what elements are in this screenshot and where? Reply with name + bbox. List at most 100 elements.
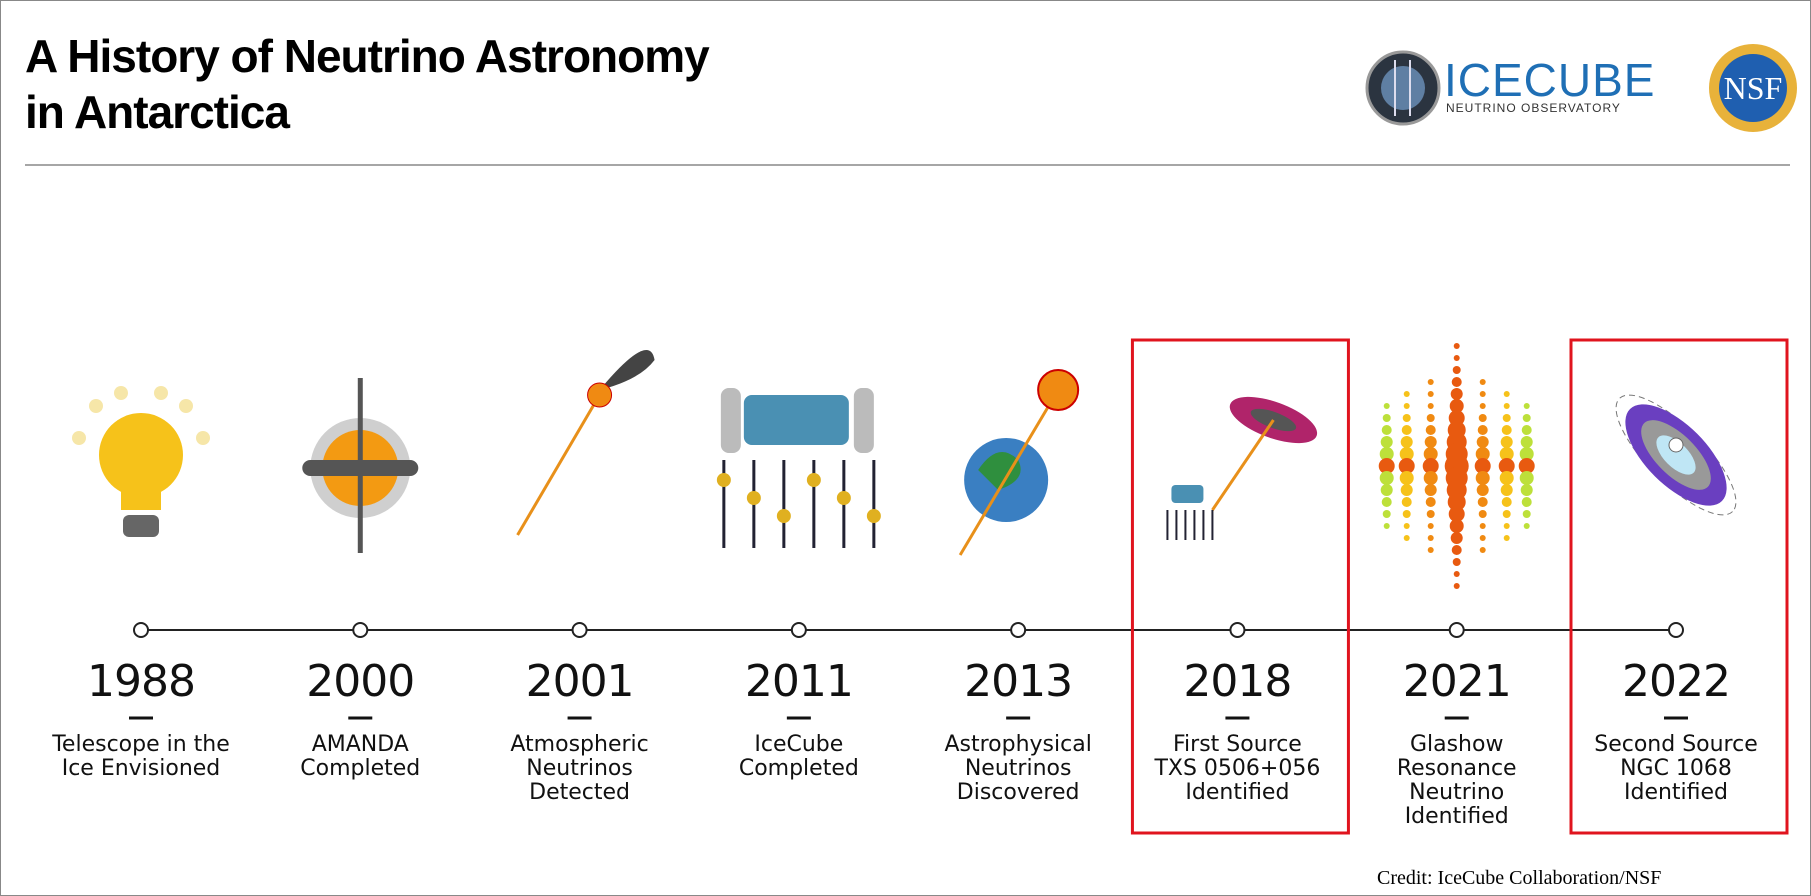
dom [746,491,761,505]
dot [1523,403,1530,409]
dot [1499,471,1514,485]
dot [1427,523,1434,529]
dot [1453,343,1460,349]
dot [1449,399,1464,413]
dot [1476,484,1489,496]
timeline-node [1010,622,1027,638]
event-description: Discovered [957,780,1080,805]
nsf-logo: NSF [1709,44,1797,132]
ray [154,386,168,400]
dot [1450,532,1463,544]
event-description: Ice Envisioned [62,756,221,781]
event-year: 2013 [964,656,1072,707]
event-year: 2011 [745,656,853,707]
dot [1478,510,1487,518]
icecube-logo: ICECUBE NEUTRINO OBSERVATORY [1365,50,1655,126]
dot [1426,414,1435,422]
lab [743,395,849,445]
dot [1452,366,1461,374]
arrow [516,394,601,536]
event-year: 2021 [1403,656,1511,707]
event-icon [516,350,655,536]
nu [587,382,613,408]
logo-name: ICECUBE [1444,54,1655,106]
dot [1423,447,1438,461]
dot [1427,547,1434,553]
dot [1500,484,1513,496]
dot [1479,391,1486,397]
bulb-neck [121,480,161,510]
dot [1521,497,1532,507]
event-icon [716,388,881,548]
event-description: NGC 1068 [1620,756,1732,781]
dot [1402,510,1411,518]
dot [1401,425,1412,435]
timeline-node [790,622,807,638]
dot [1503,535,1510,541]
event-description: Astrophysical [944,732,1091,757]
event-description: AMANDA [312,732,409,757]
title-line: A History of Neutrino Astronomy [25,30,710,82]
timeline-node [571,622,588,638]
event-year: 2001 [526,656,634,707]
dot [1447,493,1466,511]
dot [1478,414,1487,422]
bar [302,460,419,476]
dot [1479,379,1486,385]
dot [1426,510,1435,518]
event-description: First Source [1173,732,1302,757]
dot [1451,545,1462,555]
event-description: Telescope in the [51,732,230,757]
dot [1403,535,1410,541]
dot [1379,471,1394,485]
event-description: Resonance [1397,756,1517,781]
dot [1522,414,1531,422]
dom [866,509,881,523]
dom [716,473,731,487]
event-description: Completed [300,756,420,781]
dot [1448,506,1465,522]
dot [1519,471,1534,485]
timeline-node [133,622,149,638]
event-description: Neutrinos [526,756,633,781]
dot [1423,471,1438,485]
dot [1383,523,1390,529]
dot [1453,583,1460,589]
credit: Credit: IceCube Collaboration/NSF [1377,867,1661,889]
bulb [99,413,183,497]
dot [1475,471,1490,485]
dot [1523,523,1530,529]
dot [1479,523,1486,529]
lab [1171,485,1204,503]
land [978,452,1021,490]
event-description: Neutrino [1409,780,1504,805]
dot [1398,458,1415,474]
event-icon [72,386,210,537]
event-description: Identified [1624,780,1728,805]
dot [1479,403,1486,409]
event-description: Identified [1405,804,1509,829]
event-description: IceCube [754,732,843,757]
dot [1479,547,1486,553]
center [1668,437,1684,453]
dot [1499,447,1514,461]
event-year: 2022 [1622,656,1730,707]
dot [1427,379,1434,385]
dot [1475,447,1490,461]
ray [89,399,103,413]
dot [1450,388,1463,400]
arrow [958,389,1060,556]
ray [114,386,128,400]
dot [1403,403,1410,409]
logo-subtitle: NEUTRINO OBSERVATORY [1446,101,1621,115]
dot [1453,355,1460,361]
ray [72,431,86,445]
highlight-box [1130,338,1350,835]
dot [1427,391,1434,397]
dot [1400,436,1413,448]
dot [1479,535,1486,541]
